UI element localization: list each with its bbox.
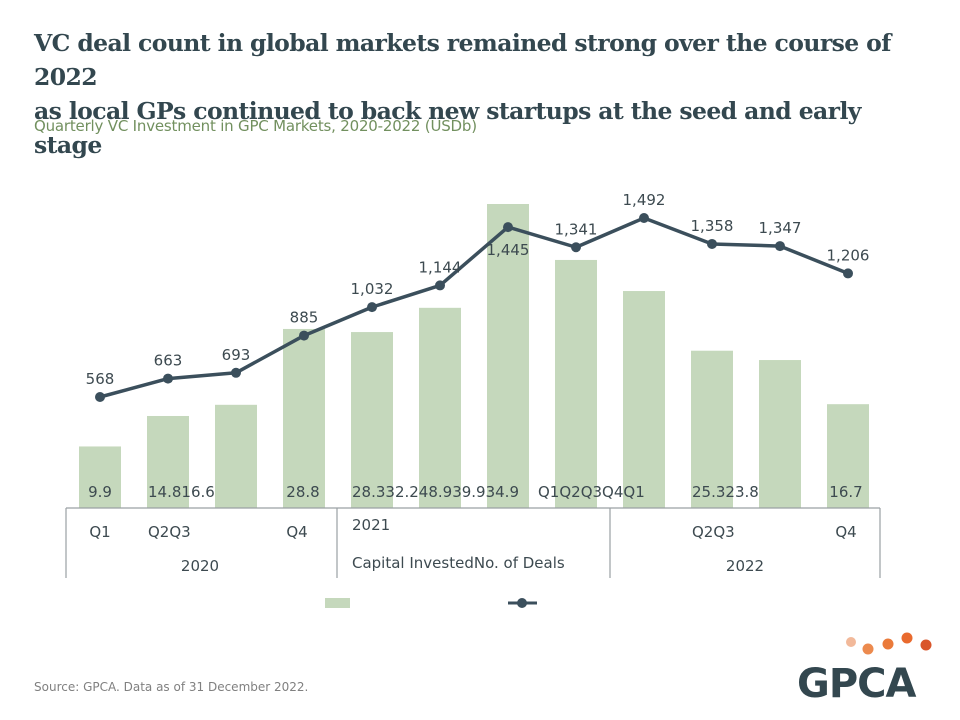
bar-value-label: 9.9 [88,483,112,501]
bar [691,350,733,508]
year-label: 2020 [181,557,219,575]
deals-label: 885 [290,309,319,327]
deals-point [95,392,105,402]
logo-dot [846,637,856,647]
deals-point [571,242,581,253]
legend-line-marker [517,598,527,608]
quarter-label: Q2Q3 [148,523,191,541]
bar [827,404,869,508]
deals-label: 663 [154,352,183,370]
deals-point [707,238,717,249]
deals-label: 1,347 [759,219,802,237]
deals-point [163,373,173,384]
bar [351,332,393,508]
bar-value-label: 25.323.8 [692,483,759,501]
bar-value-label: 14.816.6 [148,483,215,501]
bar [215,404,257,508]
legend-bar-swatch [325,598,350,608]
deals-label: 1,358 [691,217,734,235]
title-line-2: as local GPs continued to back new start… [34,97,861,159]
logo-dots [846,632,932,655]
deals-label: 693 [222,346,251,364]
deals-point [639,213,649,223]
bar [147,415,189,508]
deals-label: 1,445 [487,241,530,259]
chart-subtitle: Quarterly VC Investment in GPC Markets, … [34,117,477,135]
bar [555,259,597,508]
deals-point [231,367,241,378]
deals-label: 1,144 [419,258,462,276]
quarter-label: Q4 [835,523,856,541]
deals-label: 1,032 [351,280,394,298]
quarter-label: Q2Q3 [692,523,735,541]
deals-label: 1,206 [827,246,870,264]
deals-label: 1,492 [623,191,666,209]
year-label: 2021 [352,516,390,534]
legend [325,598,537,608]
deals-line [99,216,849,399]
deals-label: 568 [86,370,115,388]
deals-point [503,222,513,233]
year-label: 2022 [726,557,764,575]
bar [79,446,121,508]
deals-point [299,330,309,341]
quarter-label: Q4 [286,523,307,541]
chart-title: VC deal count in global markets remained… [34,26,934,162]
logo-dot [920,639,932,651]
bars-layer [79,204,869,508]
logo-dot [862,643,874,655]
deals-point [435,280,445,291]
bar [487,204,529,508]
bar-value-label: 28.332.248.939.934.9 [352,483,519,501]
line-layer: 568 663 693 885 1,032 1,144 1,445 1,341 1,492 1,3… [86,191,870,402]
deals-point [775,241,785,252]
source-note: Source: GPCA. Data as of 31 December 202… [34,680,309,694]
legend-text: Capital InvestedNo. of Deals [352,554,565,572]
deals-label: 1,341 [555,220,598,238]
bar-value-label: Q1Q2Q3Q4Q1 [538,483,645,501]
deals-point [843,268,853,279]
title-line-1: VC deal count in global markets remained… [34,29,891,91]
bar-value-label: 28.8 [286,483,319,501]
bar [419,307,461,508]
axis-layer: Q1 Q2Q3 Q4 2020 2021 Capital InvestedNo. of D… [65,507,881,578]
bar-labels-layer: 9.9 14.816.6 28.8 28.332.248.939.934.9 Q1Q2Q… [88,483,863,501]
bar [759,360,801,508]
deals-point [367,302,377,313]
bar [283,328,325,508]
bar [623,291,665,508]
logo-dot [882,638,894,650]
logo-dot [901,632,913,644]
gpca-logo: GPCA [797,632,932,702]
bar-value-label: 16.7 [829,483,862,501]
quarter-label: Q1 [89,523,110,541]
logo-text: GPCA [797,661,917,702]
